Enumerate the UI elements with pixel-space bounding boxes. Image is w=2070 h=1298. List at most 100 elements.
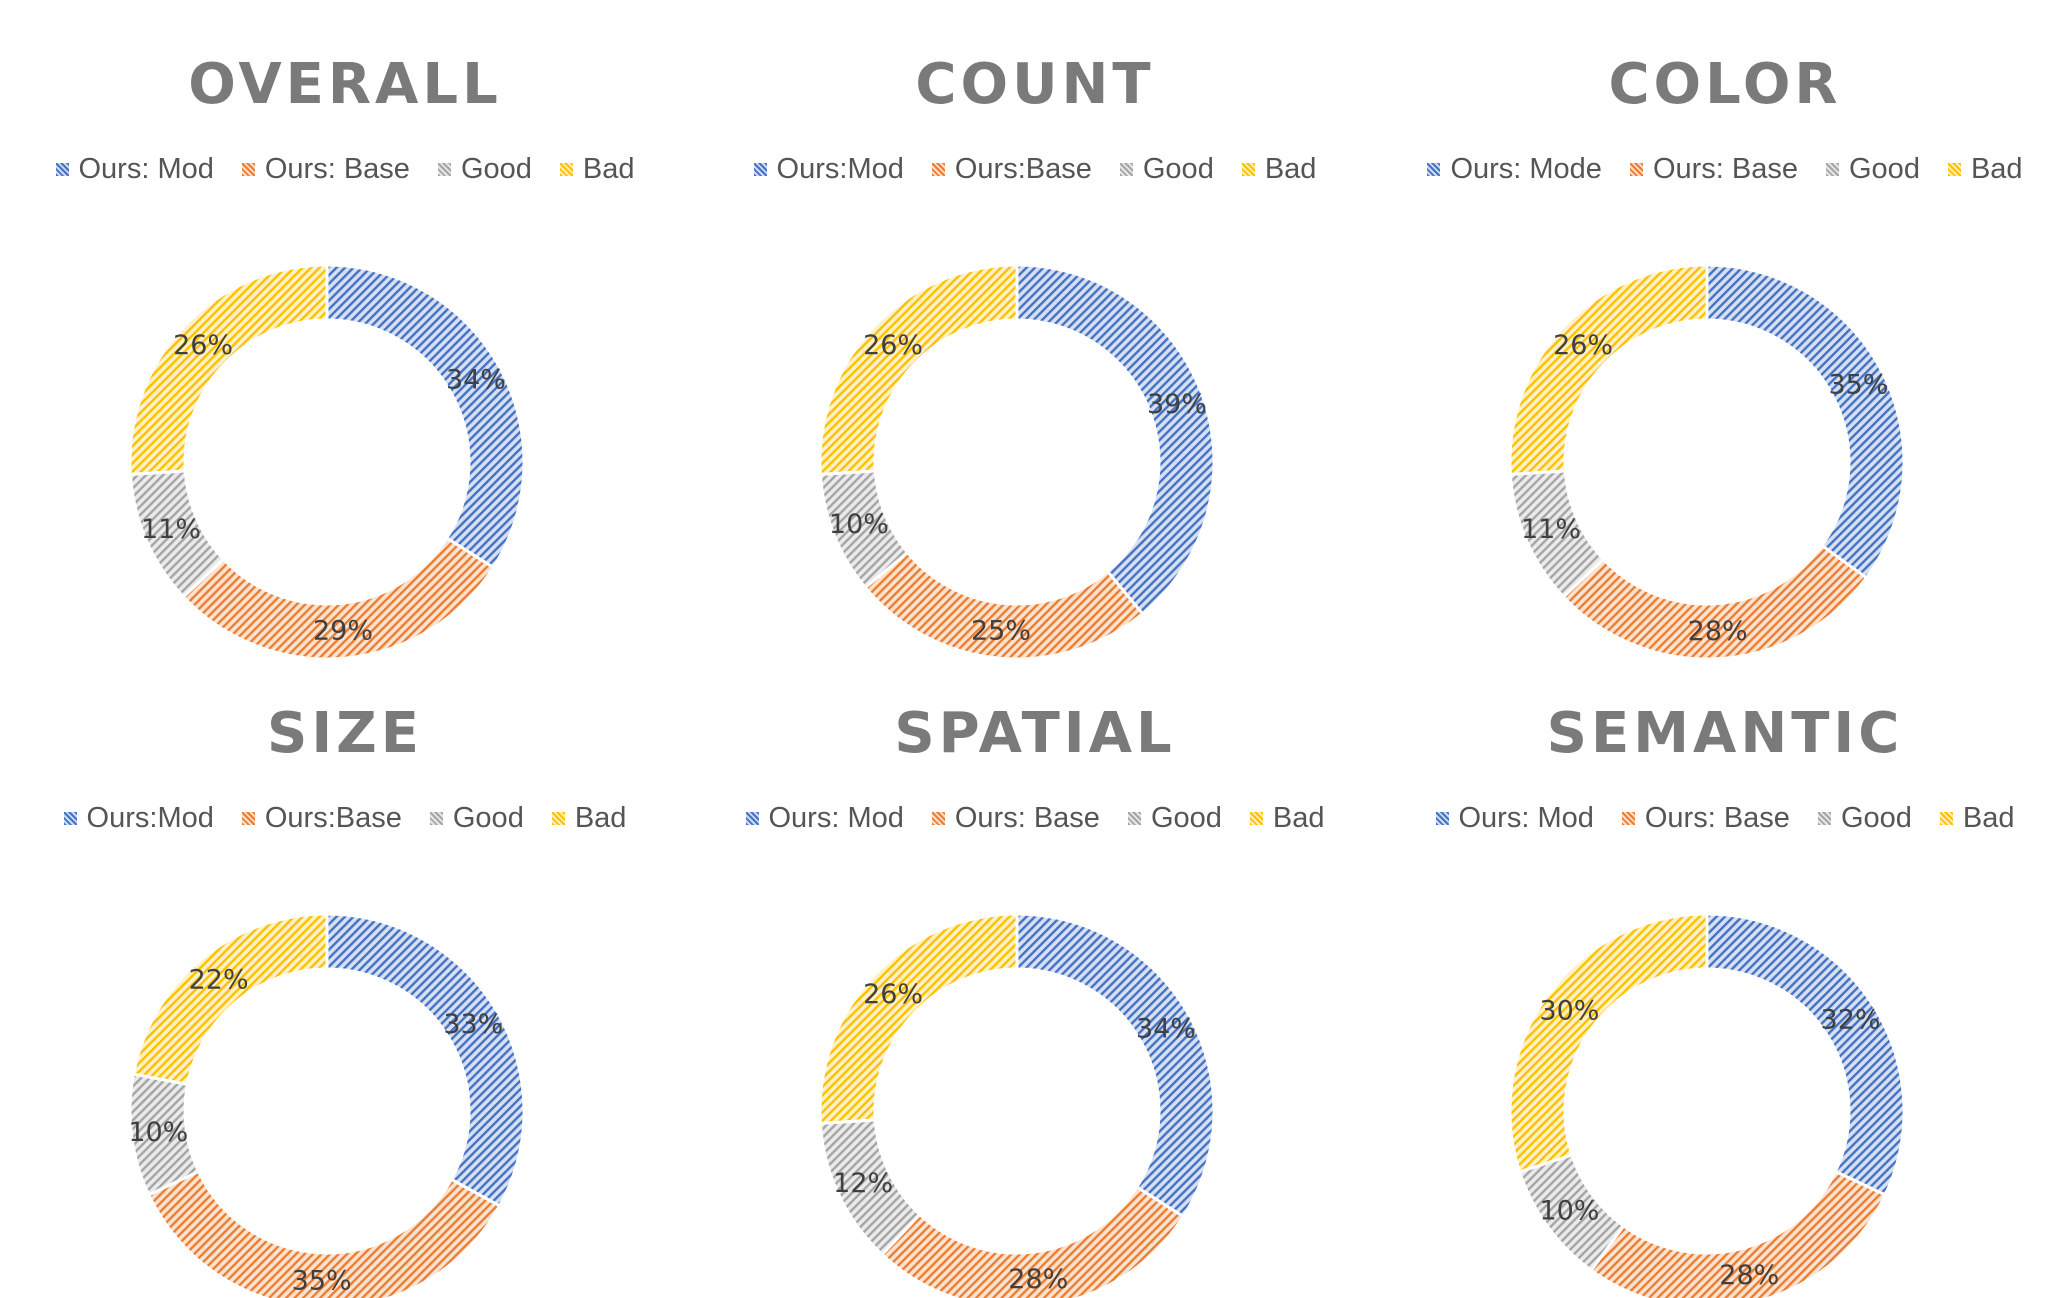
legend-swatch-bad [551,812,565,825]
legend-entry-good: Good [1119,153,1214,186]
legend-entry-bad: Bad [551,802,627,835]
legend-swatch-ours-base [931,163,945,176]
legend-label: Ours: Base [954,802,1100,834]
chart-title: COLOR [1608,52,1842,117]
legend-label: Good [452,802,524,834]
slice-label-good: 10% [1539,1195,1599,1226]
legend-label: Ours:Base [264,802,402,834]
chart-title: OVERALL [188,52,502,117]
slice-label-bad: 26% [1553,330,1613,361]
slice-label-ours-mod: 33% [443,1009,503,1040]
slice-label-ours-base: 28% [1008,1264,1068,1295]
slice-label-good: 10% [128,1117,188,1148]
legend-swatch-ours-mod [63,812,77,825]
chart-legend: Ours: Mod Ours: Base Good Bad [0,153,690,186]
legend-swatch-good [1817,812,1831,825]
legend-entry-bad: Bad [1241,153,1317,186]
legend-swatch-bad [1241,163,1255,176]
slice-bad [818,912,1019,1125]
chart-panel-count: COUNT Ours:Mod Ours:Base Good Bad 39% 25% 10% 26… [690,0,1380,661]
legend-swatch-bad [559,163,573,176]
legend-swatch-bad [1249,812,1263,825]
legend-entry-good: Good [429,802,524,835]
slice-label-ours-base: 35% [292,1265,352,1296]
legend-swatch-ours-mod [1435,812,1449,825]
legend-entry-ours-base: Ours: Base [241,153,410,186]
legend-entry-good: Good [1817,802,1912,835]
slice-label-ours-mod: 35% [1828,369,1888,400]
legend-label: Bad [582,153,635,185]
legend-entry-ours-mod: Ours: Mod [55,153,214,186]
legend-swatch-ours-base [1621,812,1635,825]
legend-swatch-ours-mod [55,163,69,176]
slice-ours-mod [325,263,526,570]
legend-swatch-ours-base [241,163,255,176]
legend-label: Bad [1264,153,1317,185]
chart-title: SPATIAL [894,701,1176,766]
legend-entry-ours-base: Ours: Base [931,802,1100,835]
slice-label-ours-mod: 34% [446,365,506,396]
legend-swatch-good [1127,812,1141,825]
legend-entry-ours-base: Ours: Base [1629,153,1798,186]
slice-label-bad: 22% [189,965,249,996]
legend-label: Ours: Base [1644,802,1790,834]
slice-label-bad: 26% [863,979,923,1010]
slice-label-bad: 26% [863,330,923,361]
legend-label: Good [460,153,532,185]
legend-entry-ours-mod: Ours:Mod [63,802,214,835]
slice-ours-mod [1015,912,1216,1219]
legend-label: Ours:Mod [776,153,904,185]
donut-chart: 34% 29% 11% 26% [128,263,526,661]
legend-entry-ours-mod: Ours: Mod [745,802,904,835]
slice-label-bad: 30% [1539,996,1599,1027]
donut-chart: 34% 28% 12% 26% [818,912,1216,1298]
legend-label: Ours: Base [1652,153,1798,185]
legend-entry-ours-base: Ours: Base [1621,802,1790,835]
legend-swatch-bad [1939,812,1953,825]
slice-label-good: 10% [829,509,889,540]
donut-chart: 35% 28% 11% 26% [1508,263,1906,661]
legend-swatch-ours-base [931,812,945,825]
legend-label: Bad [1962,802,2015,834]
legend-entry-good: Good [1826,153,1920,186]
chart-legend: Ours:Mod Ours:Base Good Bad [690,153,1380,186]
slice-label-ours-base: 28% [1719,1260,1779,1291]
slice-label-ours-base: 28% [1688,616,1748,647]
chart-legend: Ours: Mode Ours: Base Good Bad [1380,153,2070,186]
slice-bad [131,912,329,1087]
slice-ours-base [146,1169,502,1298]
legend-entry-good: Good [437,153,532,186]
legend-label: Good [1150,802,1222,834]
legend-label: Bad [1272,802,1325,834]
slice-label-ours-mod: 32% [1821,1004,1881,1035]
legend-swatch-good [437,163,451,176]
legend-label: Ours: Mod [1458,802,1594,834]
legend-label: Bad [574,802,627,834]
slice-ours-mod [1015,263,1216,616]
legend-label: Ours: Mode [1450,153,1602,185]
slice-label-good: 12% [833,1168,893,1199]
donut-chart: 32% 28% 10% 30% [1508,912,1906,1298]
donut-chart: 39% 25% 10% 26% [818,263,1216,661]
chart-panel-semantic: SEMANTIC Ours: Mod Ours: Base Good Bad 32% 28%… [1380,649,2070,1298]
slice-label-good: 11% [1521,514,1581,545]
chart-legend: Ours: Mod Ours: Base Good Bad [1380,802,2070,835]
legend-label: Bad [1970,153,2023,185]
chart-panel-overall: OVERALL Ours: Mod Ours: Base Good Bad 34% 29% 1… [0,0,690,661]
legend-label: Ours: Base [264,153,410,185]
slice-label-good: 11% [141,514,201,545]
legend-entry-bad: Bad [1947,153,2023,186]
legend-entry-ours-base: Ours:Base [931,153,1092,186]
legend-swatch-ours-mod [753,163,767,176]
chart-panel-size: SIZE Ours:Mod Ours:Base Good Bad 33% 35% 10% 22% [0,649,690,1298]
legend-swatch-bad [1947,163,1961,176]
chart-legend: Ours: Mod Ours: Base Good Bad [690,802,1380,835]
donut-chart: 33% 35% 10% 22% [128,912,526,1298]
legend-swatch-good [1119,163,1133,176]
slice-label-ours-base: 25% [971,616,1031,647]
legend-entry-bad: Bad [1939,802,2015,835]
legend-entry-bad: Bad [1249,802,1325,835]
legend-label: Good [1840,802,1912,834]
slice-label-bad: 26% [173,330,233,361]
